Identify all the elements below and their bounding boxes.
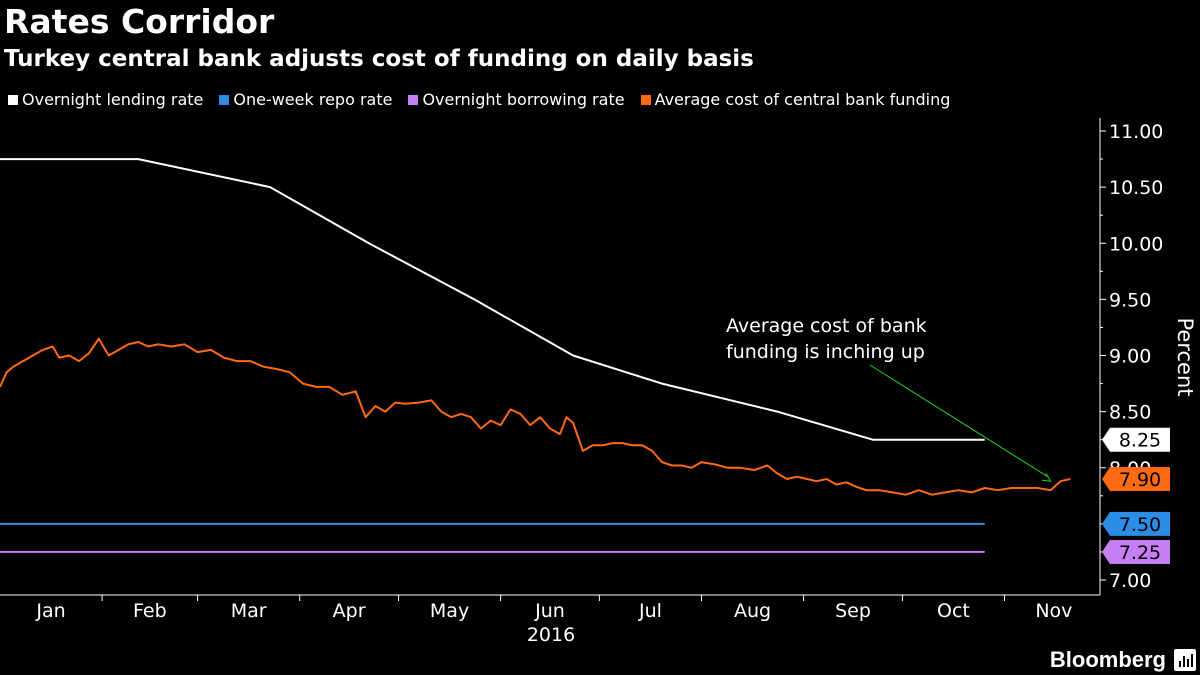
chart-title: Rates Corridor bbox=[4, 2, 275, 41]
bloomberg-chart-icon bbox=[1174, 649, 1196, 671]
x-tick-label: Sep bbox=[835, 600, 871, 622]
legend-swatch-funding bbox=[640, 95, 651, 105]
chart-legend: Overnight lending rate One-week repo rat… bbox=[8, 90, 950, 110]
end-label-borrowing: 7.25 bbox=[1119, 542, 1161, 564]
end-label-funding-tag bbox=[1102, 466, 1170, 491]
legend-item-borrowing: Overnight borrowing rate bbox=[408, 90, 625, 110]
annotation-arrowhead bbox=[1041, 473, 1052, 482]
y-tick-label: 10.50 bbox=[1109, 177, 1163, 199]
annotation-text: funding is inching up bbox=[726, 341, 925, 363]
legend-swatch-lending bbox=[8, 95, 18, 105]
series-line-lending bbox=[0, 158, 985, 441]
x-tick-label: Jan bbox=[35, 600, 65, 622]
y-axis-label: Percent bbox=[1173, 317, 1197, 396]
annotation-arrow bbox=[869, 364, 1049, 478]
legend-label-borrowing: Overnight borrowing rate bbox=[422, 90, 625, 109]
brand-logo: Bloomberg bbox=[1049, 647, 1166, 672]
legend-item-funding: Average cost of central bank funding bbox=[640, 90, 951, 110]
x-tick-label: Aug bbox=[734, 600, 771, 622]
y-tick-label: 7.00 bbox=[1109, 570, 1151, 592]
y-tick-label: 9.00 bbox=[1109, 346, 1151, 368]
y-tick-label: 9.50 bbox=[1109, 289, 1151, 311]
series-line-funding bbox=[0, 337, 1071, 496]
x-tick-label: Jun bbox=[534, 600, 565, 622]
end-label-repo-tag bbox=[1102, 511, 1170, 536]
x-tick-label: Apr bbox=[333, 600, 366, 622]
legend-label-funding: Average cost of central bank funding bbox=[654, 90, 951, 109]
x-tick-label: Jul bbox=[638, 600, 662, 622]
x-axis-label: 2016 bbox=[527, 624, 575, 646]
x-tick-label: May bbox=[430, 600, 469, 622]
end-label-lending-tag bbox=[1102, 427, 1170, 452]
x-tick-label: Nov bbox=[1035, 600, 1072, 622]
end-label-lending: 8.25 bbox=[1119, 430, 1161, 452]
chart-subtitle: Turkey central bank adjusts cost of fund… bbox=[4, 46, 754, 72]
annotation-text: Average cost of bank bbox=[726, 315, 927, 337]
end-label-borrowing-tag bbox=[1102, 539, 1170, 564]
legend-label-lending: Overnight lending rate bbox=[22, 90, 204, 109]
end-label-repo: 7.50 bbox=[1119, 514, 1161, 536]
y-tick-label: 8.50 bbox=[1109, 402, 1151, 424]
x-tick-label: Mar bbox=[231, 600, 267, 622]
legend-swatch-borrowing bbox=[408, 95, 419, 105]
legend-label-repo: One-week repo rate bbox=[233, 90, 393, 109]
y-tick-label: 10.00 bbox=[1109, 233, 1163, 255]
y-tick-label: 11.00 bbox=[1109, 121, 1163, 143]
x-tick-label: Feb bbox=[133, 600, 167, 622]
x-tick-label: Oct bbox=[937, 600, 970, 622]
legend-item-repo: One-week repo rate bbox=[219, 90, 392, 110]
legend-swatch-repo bbox=[219, 95, 230, 105]
legend-item-lending: Overnight lending rate bbox=[8, 90, 203, 110]
end-label-funding: 7.90 bbox=[1119, 469, 1161, 491]
